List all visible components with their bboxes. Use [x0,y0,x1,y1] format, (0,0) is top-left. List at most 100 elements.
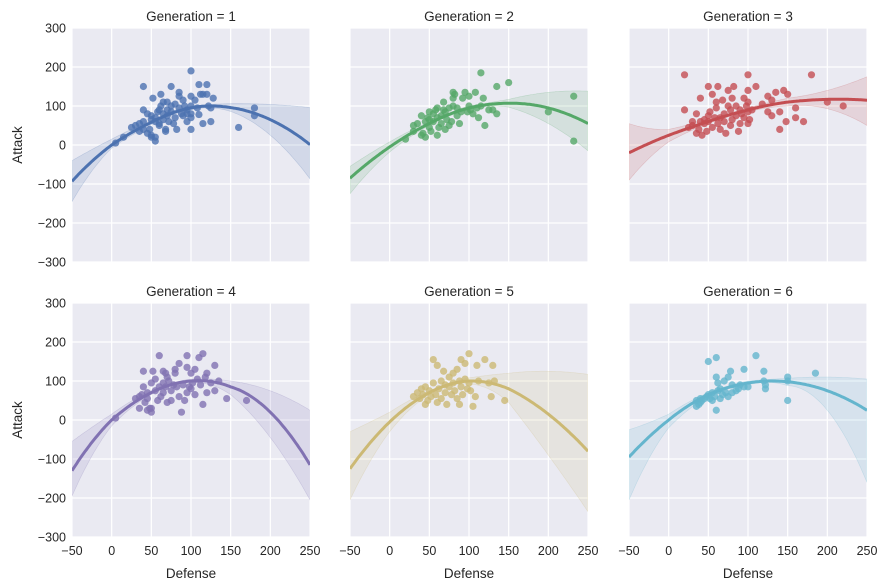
y-tick-label: 0 [59,139,66,153]
data-point [196,381,205,389]
data-point [712,104,720,112]
data-point [203,389,211,397]
data-point [736,119,744,128]
data-point [183,363,191,371]
x-tick-label: 100 [738,544,759,558]
data-point [505,79,513,87]
data-point [704,357,712,366]
data-point [455,119,464,128]
data-point [211,387,219,395]
data-point [544,108,552,116]
panel-plot-area [350,350,588,513]
x-tick-label: 50 [701,544,715,558]
data-point [465,350,473,358]
data-point [740,365,748,373]
panel-title: Generation = 5 [424,284,514,299]
data-point [167,82,175,91]
data-point [457,383,465,391]
data-point [455,400,464,408]
data-point [708,90,716,98]
data-point [151,375,159,383]
y-tick-label: 300 [45,297,66,311]
regression-line [350,379,588,470]
data-point [792,114,800,122]
x-tick-label: −50 [61,544,82,558]
data-point [712,98,720,106]
data-point [698,131,706,139]
data-point [169,119,178,128]
data-point [135,404,144,412]
data-point [443,400,451,408]
data-point [473,361,481,369]
data-point [772,88,780,96]
data-point [760,367,768,375]
data-point [712,354,720,362]
data-point [159,389,167,397]
panel-title: Generation = 4 [146,284,236,299]
panel-plot-area [350,69,588,195]
y-tick-label: 300 [45,22,66,36]
data-point [744,86,752,94]
data-point [250,104,259,112]
data-point [175,393,183,401]
data-point [167,396,175,405]
data-point [437,394,445,403]
data-point [183,352,191,360]
data-point [235,123,243,132]
regression-line [72,104,310,183]
data-point [706,108,714,116]
data-point [440,367,448,375]
data-point [471,88,479,96]
data-point [688,118,697,126]
data-point [139,106,147,114]
data-point [776,108,784,116]
data-point [714,379,722,387]
data-point [187,67,195,75]
data-point [726,121,735,130]
x-tick-label: 0 [665,544,672,558]
data-point [469,110,477,118]
data-point [162,127,170,135]
data-point [720,118,728,126]
data-point [191,96,199,104]
y-tick-label: −100 [38,453,66,467]
data-point [433,131,441,139]
data-point [744,98,752,106]
data-point [177,408,186,416]
data-point [139,383,147,391]
data-point [493,82,501,91]
data-point [242,396,251,405]
data-point [451,387,459,395]
data-point [203,90,211,98]
data-point [199,400,207,408]
x-tick-label: 150 [220,544,241,558]
data-point [433,361,441,369]
regression-line [72,379,310,472]
data-point [481,121,489,130]
y-tick-label: 100 [45,100,66,114]
data-point [427,127,435,135]
y-tick-label: 100 [45,375,66,389]
y-tick-label: 200 [45,336,66,350]
data-point [171,369,179,377]
data-point [714,82,722,91]
data-point [155,352,163,360]
panel-plot-area [629,71,867,181]
data-point [782,118,790,126]
y-tick-label: −200 [38,492,66,506]
x-tick-label: 0 [386,544,393,558]
data-point [792,104,800,112]
data-point [459,94,467,102]
data-point [459,391,467,399]
data-point [437,119,445,128]
data-point [195,110,203,119]
data-point [493,110,501,118]
data-point [570,137,578,145]
data-point [719,96,727,104]
data-point [768,112,776,120]
data-point [466,387,475,395]
data-point [474,114,483,122]
data-point [477,69,485,77]
panel-title: Generation = 3 [703,9,793,24]
